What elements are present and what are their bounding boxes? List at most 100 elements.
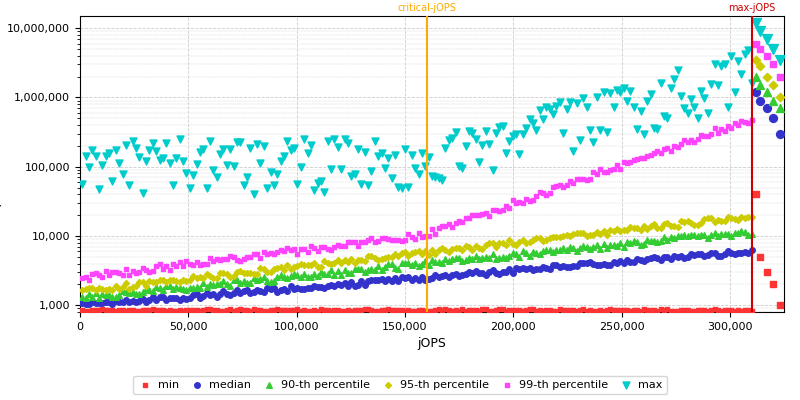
99-th percentile	[705, 131, 718, 138]
95-th percentile	[610, 226, 623, 232]
95-th percentile	[271, 264, 284, 271]
max	[594, 126, 606, 133]
max	[607, 104, 620, 110]
90-th percentile	[587, 244, 600, 250]
min	[674, 307, 687, 314]
99-th percentile	[110, 269, 122, 275]
90-th percentile	[708, 230, 721, 236]
95-th percentile	[395, 250, 408, 256]
95-th percentile	[563, 233, 576, 239]
95-th percentile	[436, 244, 449, 251]
90-th percentile	[594, 245, 606, 252]
99-th percentile	[584, 176, 597, 182]
min	[503, 307, 516, 313]
median	[301, 285, 314, 292]
min	[590, 307, 603, 314]
95-th percentile	[685, 220, 698, 226]
99-th percentile	[102, 272, 115, 278]
max	[123, 182, 136, 188]
95-th percentile	[708, 219, 721, 226]
90-th percentile	[567, 245, 580, 251]
90-th percentile	[439, 256, 452, 262]
median	[698, 253, 711, 260]
95-th percentile	[694, 220, 707, 226]
max	[587, 139, 600, 146]
median	[402, 274, 415, 280]
min	[348, 306, 361, 313]
max	[234, 139, 246, 146]
99-th percentile	[183, 261, 196, 267]
90-th percentile	[224, 282, 237, 289]
max	[358, 149, 371, 155]
max	[392, 184, 405, 190]
90-th percentile	[96, 291, 109, 297]
min	[294, 308, 307, 314]
median	[190, 291, 203, 297]
median	[241, 287, 254, 294]
99-th percentile	[688, 139, 701, 146]
90-th percentile	[190, 283, 203, 290]
90-th percentile	[348, 266, 361, 273]
95-th percentile	[351, 257, 364, 263]
95-th percentile	[207, 275, 220, 281]
95-th percentile	[230, 269, 243, 275]
median	[506, 270, 519, 276]
Text: max-jOPS: max-jOPS	[728, 3, 775, 13]
max	[288, 144, 301, 151]
median	[136, 296, 149, 302]
99-th percentile	[305, 243, 318, 250]
max	[409, 165, 422, 171]
min	[550, 308, 563, 314]
90-th percentile	[647, 238, 660, 244]
median	[130, 299, 142, 306]
max	[210, 174, 223, 180]
90-th percentile	[449, 255, 462, 262]
90-th percentile	[143, 287, 156, 294]
90-th percentile	[601, 244, 614, 251]
90-th percentile	[261, 277, 274, 284]
95-th percentile	[409, 248, 422, 255]
min	[402, 307, 415, 314]
min	[314, 306, 327, 312]
median	[392, 278, 405, 284]
median	[170, 295, 182, 302]
90-th percentile	[412, 263, 425, 269]
90-th percentile	[355, 266, 368, 272]
99-th percentile	[278, 248, 290, 254]
90-th percentile	[530, 250, 542, 256]
99-th percentile	[150, 262, 162, 269]
Point	[760, 269, 773, 276]
99-th percentile	[368, 238, 381, 245]
90-th percentile	[358, 269, 371, 275]
median	[351, 282, 364, 288]
max	[685, 96, 698, 102]
99-th percentile	[264, 250, 277, 256]
90-th percentile	[702, 235, 714, 242]
max	[102, 149, 115, 156]
90-th percentile	[126, 288, 139, 295]
95-th percentile	[322, 260, 334, 267]
90-th percentile	[419, 258, 432, 264]
90-th percentile	[510, 251, 522, 258]
median	[308, 282, 321, 289]
max	[334, 166, 347, 172]
median	[180, 296, 193, 302]
min	[570, 308, 583, 314]
max	[157, 155, 170, 161]
99-th percentile	[456, 219, 469, 225]
95-th percentile	[745, 214, 758, 220]
max	[197, 146, 210, 152]
min	[325, 308, 338, 314]
max	[331, 144, 344, 150]
99-th percentile	[318, 244, 330, 250]
99-th percentile	[503, 205, 516, 212]
90-th percentile	[442, 258, 455, 264]
90-th percentile	[466, 256, 478, 262]
Point	[766, 61, 779, 68]
max	[490, 130, 502, 136]
median	[93, 300, 106, 307]
median	[274, 287, 287, 294]
99-th percentile	[698, 133, 711, 140]
min	[654, 306, 667, 313]
median	[412, 277, 425, 284]
